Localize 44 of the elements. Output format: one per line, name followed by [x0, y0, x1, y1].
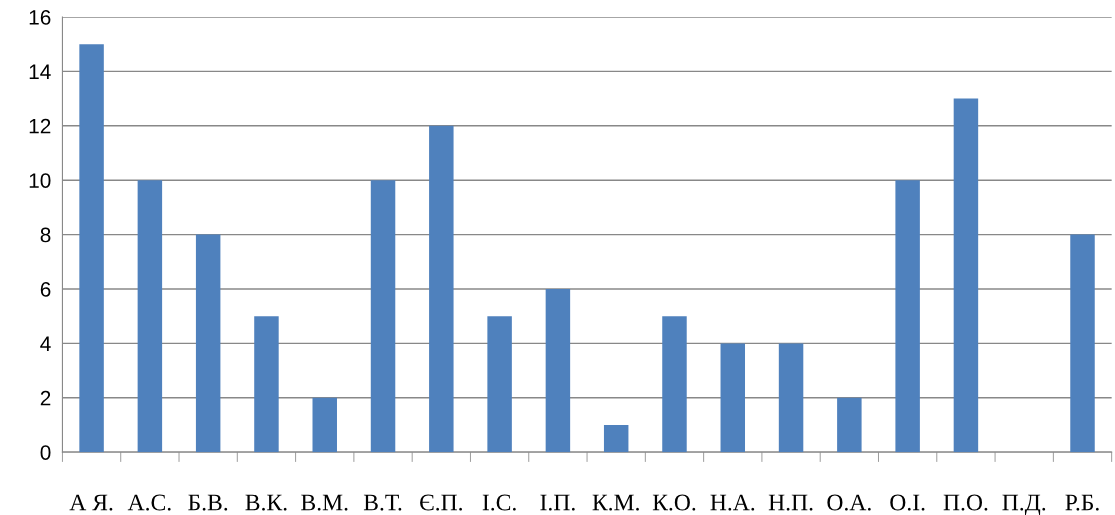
x-tick-label: І.С. [482, 494, 516, 511]
bar [662, 316, 687, 453]
bar [837, 397, 862, 453]
y-tick-label: 2 [40, 390, 51, 406]
x-tick-label: К.О. [652, 494, 696, 511]
bar [312, 397, 337, 453]
x-tick-label: О.І. [890, 494, 925, 511]
x-tick-label: О.А. [827, 494, 871, 511]
y-tick-label: 8 [40, 227, 51, 243]
bar [79, 44, 104, 453]
x-tick-label: Є.П. [420, 494, 462, 511]
y-tick-label: 6 [40, 281, 51, 297]
y-tick-label: 12 [29, 118, 51, 134]
bar [195, 234, 221, 453]
bar [370, 180, 396, 453]
x-tick-label: Р.Б. [1065, 494, 1099, 511]
bar [603, 424, 629, 453]
y-tick-label: 16 [29, 10, 51, 25]
bar [895, 180, 920, 453]
bar [487, 316, 512, 453]
x-tick-label: П.О. [943, 494, 988, 511]
y-tick-label: 14 [29, 64, 51, 79]
x-tick-label: А Я. [69, 494, 113, 511]
x-tick-label: І.П. [540, 494, 575, 511]
x-tick-label: А.С. [127, 494, 171, 511]
x-tick-label: В.М. [301, 494, 348, 511]
y-tick-label: 10 [29, 173, 51, 188]
y-tick-label: 0 [40, 445, 51, 460]
bar [720, 343, 746, 453]
bar [953, 98, 979, 453]
y-tick-label: 4 [40, 336, 51, 351]
bar [1070, 234, 1095, 453]
x-tick-label: Б.В. [188, 494, 228, 511]
x-tick-label: П.Д. [1002, 494, 1046, 515]
x-tick-label: В.Т. [363, 494, 402, 511]
bar [545, 288, 571, 453]
bar [254, 316, 279, 453]
bar [429, 125, 454, 453]
x-tick-label: К.М. [592, 494, 639, 511]
bar [137, 180, 163, 453]
bar [778, 343, 804, 453]
x-tick-label: В.К. [245, 494, 287, 511]
x-tick-label: Н.П. [768, 494, 813, 511]
x-tick-label: Н.А. [710, 494, 755, 511]
